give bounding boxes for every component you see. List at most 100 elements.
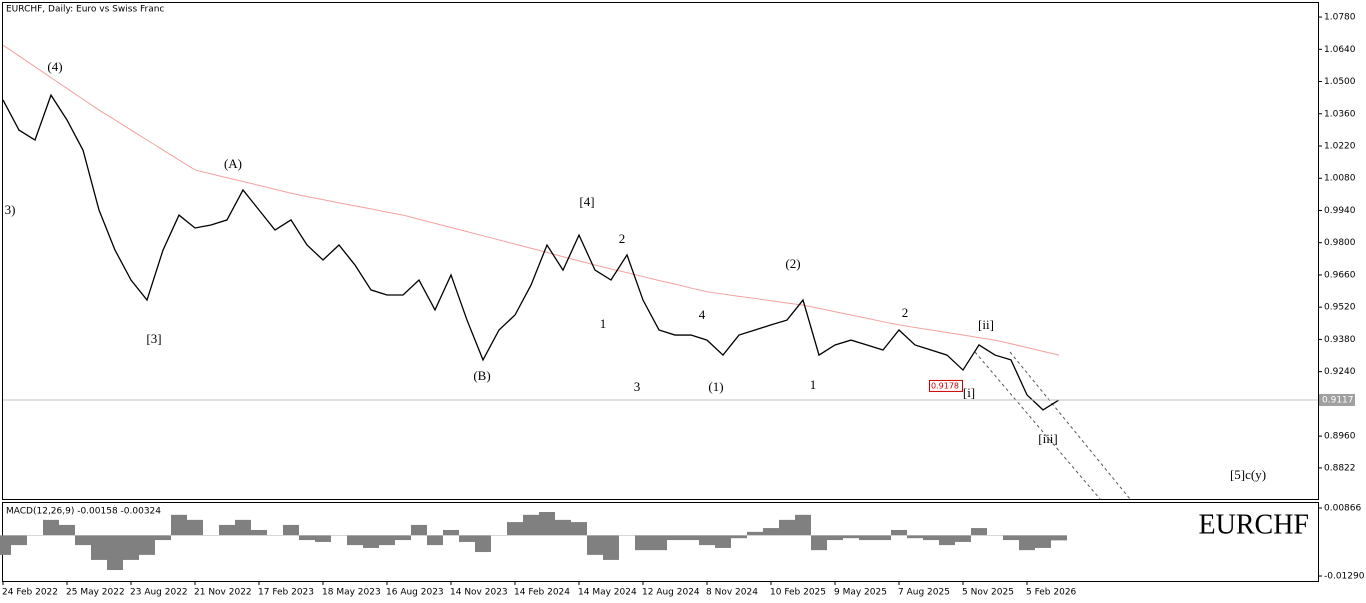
macd-bar (347, 535, 363, 546)
macd-bar (443, 529, 459, 536)
macd-bar (171, 514, 187, 536)
macd-bar (315, 535, 331, 542)
macd-bar (763, 528, 779, 536)
macd-bar (475, 535, 491, 553)
macd-bar (43, 519, 59, 536)
macd-bar (747, 531, 763, 536)
macd-bar (523, 514, 539, 536)
macd-bar (939, 535, 955, 546)
macd-bar (123, 535, 139, 560)
y-tick-label: 0.9380 (1324, 335, 1356, 345)
macd-bar (1035, 535, 1051, 548)
wave-label: 1 (810, 377, 817, 392)
x-tick-label: 24 Feb 2022 (2, 588, 58, 598)
y-tick-label: 0.9240 (1324, 367, 1356, 377)
macd-bar (539, 511, 555, 536)
wave-label: (4) (47, 59, 62, 74)
y-tick-label: 1.0080 (1324, 174, 1356, 184)
wave-label: [4] (579, 194, 594, 209)
y-tick-label: 1.0360 (1324, 109, 1356, 119)
y-tick-label: 0.9520 (1324, 303, 1356, 313)
macd-bar (699, 535, 715, 546)
y-tick-label: 0.9660 (1324, 270, 1356, 280)
wave-label: 3 (634, 379, 641, 394)
x-tick-label: 25 May 2022 (66, 588, 125, 598)
macd-bar (811, 535, 827, 551)
macd-bar (971, 528, 987, 536)
macd-bar (731, 535, 747, 539)
last-price-label: 0.9117 (1322, 395, 1354, 405)
macd-bar (91, 535, 107, 560)
wave-label: 2 (902, 305, 909, 320)
macd-bar (859, 535, 875, 541)
macd-bar (635, 535, 651, 551)
wave-label: 1 (600, 316, 607, 331)
trend-line (1009, 351, 1131, 500)
wave-label: 2 (619, 231, 626, 246)
macd-bar (907, 535, 923, 539)
x-tick-label: 9 May 2025 (834, 588, 887, 598)
macd-bar (667, 535, 683, 541)
marked-price-box (929, 379, 963, 392)
y-tick-label: 0.9940 (1324, 206, 1356, 216)
macd-bar (555, 519, 571, 536)
wave-label: [ii] (978, 317, 994, 332)
y-tick-label: 1.0780 (1324, 13, 1356, 23)
macd-bar (427, 535, 443, 546)
x-tick-label: 21 Nov 2022 (194, 588, 252, 598)
wave-label: [5]c(y) (1230, 467, 1266, 482)
x-tick-label: 18 May 2023 (322, 588, 381, 598)
wave-label: (B) (473, 368, 490, 383)
macd-bar (299, 535, 315, 541)
macd-bar (715, 535, 731, 548)
y-tick-label: 1.0500 (1324, 77, 1356, 87)
chart-title: EURCHF, Daily: Euro vs Swiss Franc (6, 5, 164, 15)
x-tick-label: 17 Feb 2023 (258, 588, 314, 598)
macd-bar (507, 522, 523, 536)
macd-bar (1019, 535, 1035, 551)
x-tick-label: 5 Feb 2026 (1026, 588, 1077, 598)
y-tick-label: 1.0220 (1324, 141, 1356, 151)
macd-bar (0, 535, 11, 555)
macd-bar (155, 535, 171, 541)
x-tick-label: 5 Nov 2025 (962, 588, 1014, 598)
wave-label: [3] (146, 331, 161, 346)
macd-bar (411, 524, 427, 536)
x-tick-label: 16 Aug 2023 (386, 588, 444, 598)
macd-bar (843, 535, 859, 539)
moving-average (2, 44, 1060, 356)
x-tick-label: 12 Aug 2024 (642, 588, 700, 598)
macd-bar (1051, 535, 1067, 541)
last-price-box (1319, 393, 1355, 406)
macd-bar (1003, 535, 1019, 541)
y-tick-label: 1.0640 (1324, 45, 1356, 55)
wave-label: (A) (224, 156, 242, 171)
price-line (2, 93, 1060, 411)
macd-bar (11, 535, 27, 546)
macd-bar (379, 535, 395, 546)
macd-bar (683, 535, 699, 541)
marked-price-label: 0.9178 (931, 381, 959, 390)
macd-bar (891, 529, 907, 536)
x-tick-label: 7 Aug 2025 (898, 588, 950, 598)
macd-bar (59, 524, 75, 536)
wave-label: (2) (785, 256, 800, 271)
macd-bar (75, 535, 91, 546)
x-tick-label: 14 Nov 2023 (450, 588, 508, 598)
macd-bar (955, 535, 971, 542)
wave-label: 4 (699, 307, 706, 322)
macd-bar (875, 535, 891, 541)
macd-bar (795, 514, 811, 536)
macd-bar (923, 535, 939, 541)
y-tick-label: -0.01290 (1324, 572, 1365, 582)
wave-label: 3) (5, 202, 16, 217)
macd-bar (107, 535, 123, 571)
wave-label: (1) (708, 379, 723, 394)
macd-bar (187, 519, 203, 536)
macd-bar (587, 535, 603, 555)
macd-bar (459, 535, 475, 542)
wave-label: [iii] (1038, 431, 1058, 446)
macd-bar (395, 535, 411, 541)
y-tick-label: 0.8822 (1324, 463, 1356, 473)
y-tick-label: 0.00866 (1324, 504, 1361, 514)
